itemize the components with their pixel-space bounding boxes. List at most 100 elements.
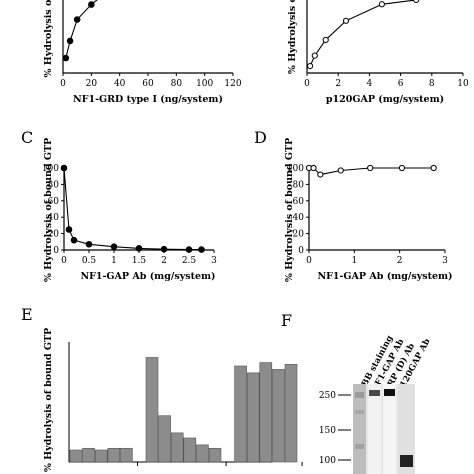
data-point-3: [70, 236, 78, 244]
x-tick-label-0: 0: [60, 79, 66, 89]
data-point-7: [160, 245, 168, 253]
lane-cbb: [353, 384, 366, 474]
panel-f: F CBB staining NF1-GAP Ab CRP (D) Ab p12…: [281, 311, 433, 474]
data-point-2: [310, 164, 317, 172]
x-tick-label-4: 8: [429, 79, 435, 89]
y-tick-label-2: 40: [293, 213, 305, 223]
bar-group-2-5: [196, 444, 209, 463]
x-tick-label-3: 6: [398, 79, 404, 89]
bar-group-2-3: [170, 432, 184, 463]
x-tick-label-1: 2: [335, 79, 341, 89]
x-tick-label-2: 4: [367, 79, 373, 89]
panel-2: % Hydrolysis of bo 0 2 4 6 8 10 p120GAP (mg/sys…: [287, 0, 469, 105]
x-tick-label-0: 0: [306, 256, 312, 266]
mw-markers: 250 150 100: [319, 391, 351, 466]
band-p120gap: [400, 455, 413, 467]
data-point-2: [66, 37, 74, 45]
x-tick-label-1: 0.5: [82, 256, 97, 266]
y-tick-label-4: 80: [48, 180, 60, 190]
bar-group-1-1: [69, 449, 83, 463]
x-tick-label-5: 2.5: [182, 256, 197, 266]
data-point-9: [198, 246, 205, 253]
series-line-1: [65, 0, 98, 59]
y-tick-label-0: 0: [53, 246, 59, 256]
data-point-8: [185, 246, 193, 253]
blot-membrane: [353, 384, 415, 474]
data-point-6: [135, 245, 143, 252]
y-tick-label-5: 100: [42, 164, 59, 174]
data-point-3: [73, 16, 81, 23]
y-tick-label-0: 0: [298, 246, 304, 256]
bar-group-1-5: [120, 447, 133, 463]
panel-label: E: [21, 305, 33, 324]
x-tick-label-5: 100: [196, 79, 213, 89]
data-point-2: [65, 226, 73, 233]
panel-3: C% Hydrolysis of bound GTP 0 0.5 1 1.5 2 2.5 30…: [21, 128, 217, 282]
x-tick-label-4: 80: [171, 79, 183, 89]
panel-label: D: [254, 128, 267, 147]
x-tick-label-4: 2: [161, 256, 167, 266]
bar-group-3-3: [259, 362, 273, 463]
x-tick-label-2: 40: [114, 79, 126, 89]
x-axis-label: p120GAP (mg/system): [326, 94, 444, 105]
x-tick-label-5: 10: [457, 79, 469, 89]
bar-group-2-1: [145, 357, 159, 463]
data-point-4: [342, 17, 350, 24]
y-tick-label-2: 40: [48, 213, 60, 223]
bar-group-3-5: [284, 363, 298, 463]
bar-group-2-2: [158, 415, 171, 463]
x-axis-label: NF1-GRD type I (ng/system): [73, 94, 223, 105]
data-point-2: [311, 52, 318, 59]
y-tick-label-1: 20: [48, 230, 60, 240]
mw-marker-100: 100: [319, 456, 336, 466]
y-tick-label-3: 60: [48, 197, 60, 207]
lane-p120gap: [398, 384, 415, 474]
mw-marker-150: 150: [319, 426, 336, 436]
x-tick-label-3: 3: [442, 256, 448, 266]
x-axis-label: NF1-GAP Ab (mg/system): [80, 271, 215, 282]
data-point-6: [413, 0, 420, 4]
bar-group-2-6: [208, 447, 222, 463]
x-axis-label: NF1-GAP Ab (mg/system): [317, 271, 452, 282]
x-tick-label-1: 20: [86, 79, 98, 89]
band-cbb-2: [355, 410, 364, 414]
bar-group-1-2: [82, 447, 95, 463]
band-cbb-1: [355, 392, 364, 398]
y-axis-label: % Hydrolysis of bound GTP: [43, 138, 54, 282]
panel-label: C: [21, 128, 33, 147]
x-tick-label-2: 1: [111, 256, 117, 266]
x-tick-label-0: 0: [61, 256, 67, 266]
y-tick-label-5: 100: [287, 164, 304, 174]
data-point-5: [367, 164, 374, 172]
data-point-5: [110, 243, 118, 251]
bar-group-1-3: [94, 449, 108, 463]
data-point-4: [85, 240, 93, 248]
bar-group-2-4: [183, 437, 197, 463]
data-point-5: [378, 1, 385, 8]
x-tick-label-6: 120: [224, 79, 241, 89]
panel-5: E % Hydrolysis of bound GTP: [21, 305, 303, 472]
band-cbb-3: [355, 444, 364, 449]
y-axis-label: % Hydrolysis of bound GTP: [284, 138, 295, 282]
series-line-1: [309, 0, 417, 67]
mw-marker-250: 250: [319, 391, 336, 401]
panel-1: % Hydrolysis of bou 0 20 40 60 80 100 120NF1-GR…: [43, 0, 242, 105]
lane-crp: [383, 384, 396, 474]
y-axis-label: % Hydrolysis of bo: [287, 0, 298, 74]
bar-group-3-2: [246, 372, 260, 463]
bar-group-1-4: [107, 447, 121, 463]
bar-group-3-1: [234, 365, 247, 463]
data-point-1: [307, 62, 314, 70]
data-point-1: [60, 164, 68, 172]
y-axis-label: % Hydrolysis of bou: [43, 0, 54, 78]
panel-f-label: F: [281, 311, 292, 330]
y-tick-label-1: 20: [293, 230, 305, 240]
series-line-1: [63, 167, 202, 251]
data-point-4: [88, 1, 95, 8]
x-tick-label-3: 1.5: [132, 256, 147, 266]
data-point-4: [337, 167, 344, 174]
x-tick-label-2: 2: [397, 256, 403, 266]
x-tick-label-6: 3: [211, 256, 217, 266]
